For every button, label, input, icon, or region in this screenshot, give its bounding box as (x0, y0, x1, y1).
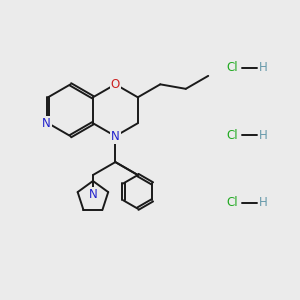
Text: O: O (111, 78, 120, 91)
Text: N: N (88, 188, 97, 201)
Text: Cl: Cl (226, 61, 238, 74)
Text: H: H (259, 129, 268, 142)
Text: N: N (111, 130, 120, 143)
Text: H: H (259, 61, 268, 74)
Text: N: N (42, 117, 51, 130)
Text: Cl: Cl (226, 196, 238, 209)
Text: Cl: Cl (226, 129, 238, 142)
Text: H: H (259, 196, 268, 209)
